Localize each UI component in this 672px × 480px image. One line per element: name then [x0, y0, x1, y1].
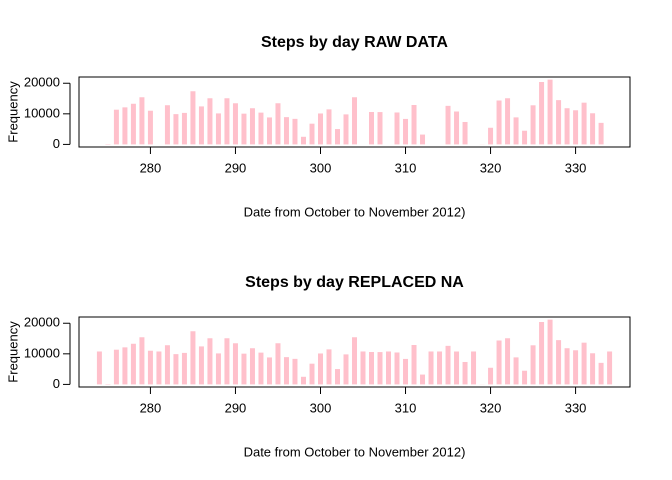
x-tick-label: 300 [310, 160, 332, 175]
x-tick-label: 280 [140, 400, 162, 415]
plot-box [78, 316, 631, 388]
x-tick-label: 290 [225, 160, 247, 175]
x-tick-label: 300 [310, 400, 332, 415]
plot-box [78, 76, 631, 148]
y-tick-label: 0 [53, 136, 60, 151]
x-axis-label: Date from October to November 2012) [244, 204, 466, 219]
y-tick-label: 10000 [24, 105, 60, 120]
x-tick-label: 310 [395, 400, 417, 415]
chart-title: Steps by day RAW DATA [261, 34, 448, 51]
y-axis-label: Frequency [5, 81, 20, 143]
y-tick-label: 10000 [24, 345, 60, 360]
x-axis-label: Date from October to November 2012) [244, 444, 466, 459]
y-tick-label: 20000 [24, 75, 60, 90]
y-tick-label: 20000 [24, 315, 60, 330]
x-tick-label: 290 [225, 400, 247, 415]
x-tick-label: 330 [565, 400, 587, 415]
chart-title: Steps by day REPLACED NA [245, 274, 464, 291]
y-tick-label: 0 [53, 376, 60, 391]
x-tick-label: 310 [395, 160, 417, 175]
x-tick-label: 280 [140, 160, 162, 175]
y-axis-label: Frequency [5, 321, 20, 383]
x-tick-label: 320 [480, 400, 502, 415]
x-tick-label: 330 [565, 160, 587, 175]
x-tick-label: 320 [480, 160, 502, 175]
